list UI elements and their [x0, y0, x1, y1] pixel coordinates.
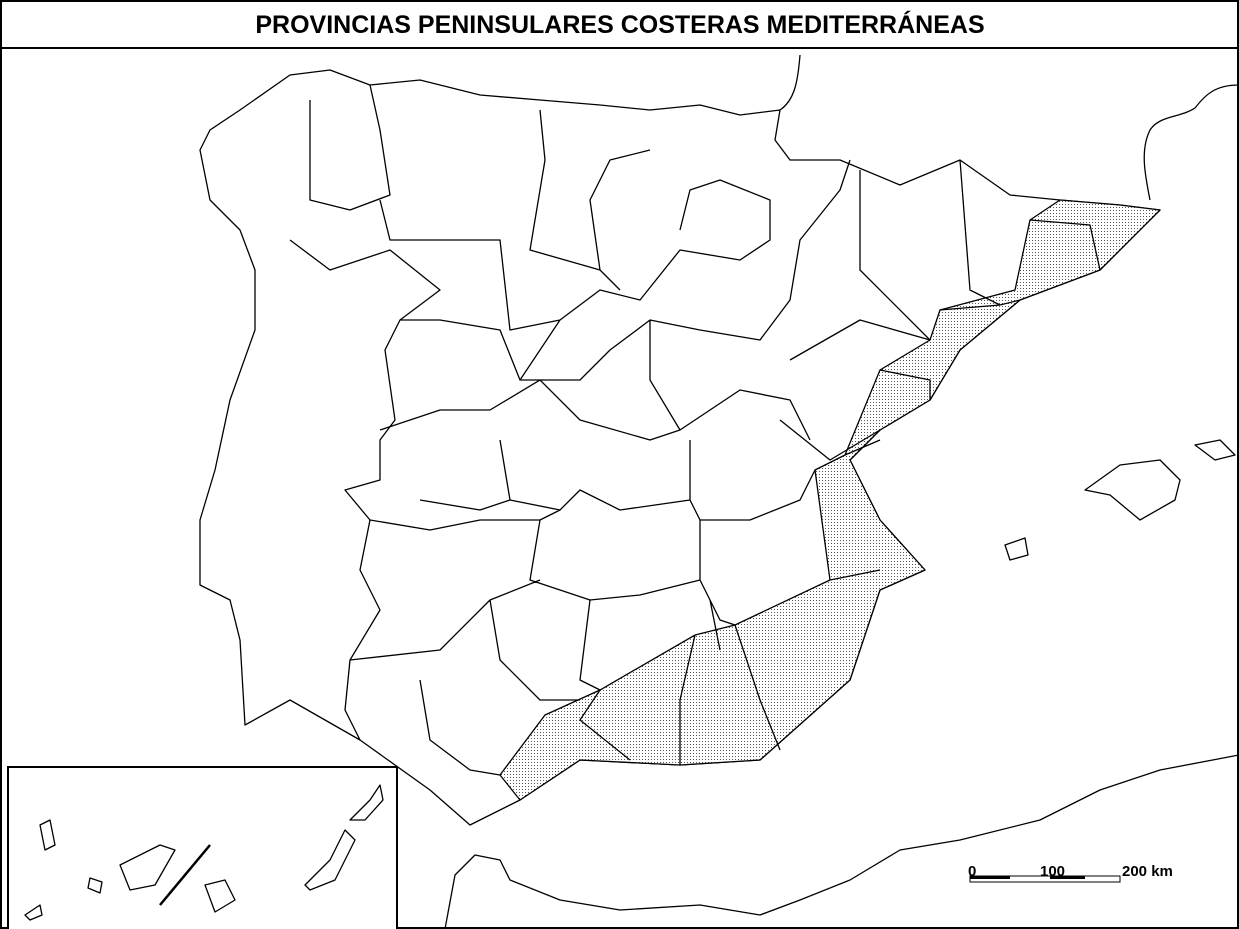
scale-label: 100 — [1040, 863, 1065, 880]
scale-label: 0 — [968, 863, 976, 880]
map-title: PROVINCIAS PENINSULARES COSTERAS MEDITER… — [255, 10, 984, 39]
scale-label: 200 km — [1122, 863, 1173, 880]
map: PROVINCIAS PENINSULARES COSTERAS MEDITER… — [0, 0, 1239, 929]
